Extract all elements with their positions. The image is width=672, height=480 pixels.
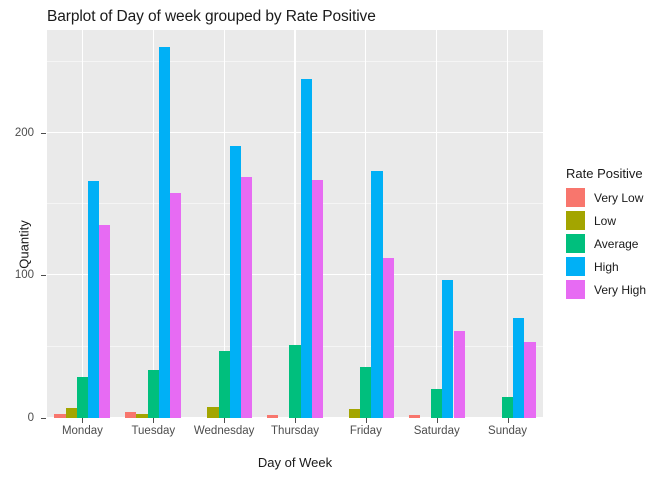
legend-swatch-icon: [566, 211, 585, 230]
bar[interactable]: [360, 366, 372, 418]
chart-title: Barplot of Day of week grouped by Rate P…: [47, 8, 376, 25]
bar[interactable]: [371, 171, 383, 418]
bar[interactable]: [88, 181, 100, 418]
bar[interactable]: [229, 145, 241, 418]
x-tick-mark: [365, 418, 367, 423]
legend-item[interactable]: Average: [566, 232, 672, 255]
gridline-vertical: [223, 30, 225, 418]
y-tick-mark: [41, 418, 46, 419]
legend-label: High: [594, 259, 619, 274]
x-tick-label: Monday: [61, 425, 103, 437]
bar[interactable]: [382, 258, 394, 418]
gridline-vertical: [436, 30, 438, 418]
x-tick-label: Thursday: [271, 425, 319, 437]
legend-items: Very Low Low Average High Very High: [566, 186, 672, 301]
legend-label: Very High: [594, 282, 647, 297]
legend: Rate Positive Very Low Low Average High Very…: [566, 166, 672, 301]
bar[interactable]: [147, 369, 159, 418]
y-tick-label: 200: [14, 126, 34, 139]
legend-item[interactable]: Low: [566, 209, 672, 232]
bar[interactable]: [125, 412, 137, 418]
legend-item[interactable]: Very High: [566, 278, 672, 301]
bar[interactable]: [158, 47, 171, 418]
x-tick-mark: [436, 418, 438, 423]
bar[interactable]: [54, 413, 66, 418]
bar[interactable]: [289, 345, 301, 418]
x-tick-mark: [295, 418, 296, 423]
legend-swatch-icon: [566, 280, 585, 299]
y-tick-mark: [41, 275, 46, 277]
y-tick-label: 0: [27, 412, 34, 424]
gridline-vertical: [294, 30, 296, 418]
x-tick-label: Wednesday: [193, 425, 255, 437]
x-tick-mark: [507, 418, 509, 423]
bar[interactable]: [453, 331, 465, 418]
plot-panel: [47, 30, 543, 418]
bar[interactable]: [408, 415, 420, 418]
x-tick-mark: [153, 418, 155, 423]
bar[interactable]: [76, 376, 89, 418]
x-axis-title: Day of Week: [257, 455, 333, 470]
gridline-vertical: [152, 30, 154, 418]
bar[interactable]: [524, 342, 536, 418]
bar[interactable]: [99, 225, 111, 418]
legend-swatch-icon: [566, 257, 585, 276]
x-tick-label: Friday: [349, 425, 382, 437]
y-tick-mark: [41, 132, 46, 134]
x-tick-mark: [224, 418, 226, 423]
bar[interactable]: [170, 192, 182, 418]
legend-item[interactable]: Very Low: [566, 186, 672, 209]
x-tick-mark: [82, 418, 84, 423]
legend-item[interactable]: High: [566, 255, 672, 278]
bar[interactable]: [442, 279, 454, 418]
x-tick-label: Saturday: [413, 425, 460, 437]
bar[interactable]: [267, 415, 279, 418]
gridline-vertical: [365, 30, 367, 418]
x-tick-label: Tuesday: [131, 425, 176, 437]
bar[interactable]: [311, 179, 323, 418]
bar[interactable]: [207, 406, 219, 418]
legend-swatch-icon: [566, 234, 585, 253]
y-axis-title: Quantity: [16, 220, 32, 269]
legend-label: Low: [594, 213, 617, 228]
bar[interactable]: [513, 318, 525, 418]
gridline-vertical: [81, 30, 84, 418]
bar[interactable]: [240, 176, 253, 418]
gridline-vertical: [506, 30, 509, 418]
bar[interactable]: [65, 408, 77, 418]
legend-label: Very Low: [594, 190, 644, 205]
x-tick-label: Sunday: [488, 425, 528, 437]
y-tick-label: 100: [14, 269, 34, 282]
legend-label: Average: [594, 236, 639, 251]
bar[interactable]: [218, 350, 230, 418]
bar[interactable]: [349, 409, 361, 418]
bar[interactable]: [431, 389, 443, 418]
legend-swatch-icon: [566, 188, 585, 207]
bar[interactable]: [300, 78, 312, 418]
bar[interactable]: [501, 396, 514, 418]
bar[interactable]: [136, 413, 148, 418]
legend-title: Rate Positive: [566, 166, 643, 181]
